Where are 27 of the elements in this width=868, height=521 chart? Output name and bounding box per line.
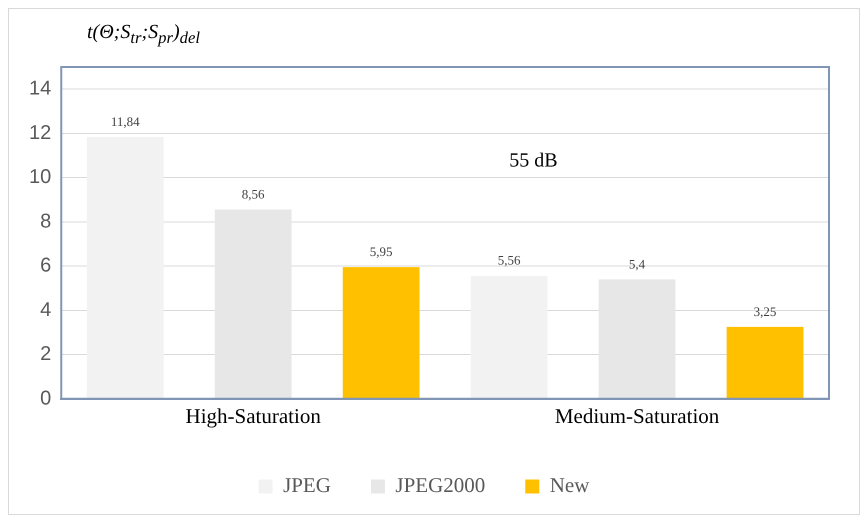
bar: [86, 136, 164, 398]
data-label: 3,25: [754, 304, 776, 319]
data-label: 8,56: [242, 186, 266, 202]
y-tick-label: 0: [40, 387, 52, 410]
x-tick-label: High-Saturation: [186, 404, 322, 428]
legend-label: JPEG2000: [395, 473, 486, 498]
bar: [726, 326, 804, 398]
y-tick-label: 4: [40, 298, 52, 321]
bar: [598, 279, 676, 398]
y-tick-label: 10: [28, 166, 52, 188]
y-tick-label: 8: [40, 210, 52, 232]
data-label: 5,95: [370, 244, 393, 260]
x-tick-label: Medium-Saturation: [554, 404, 720, 428]
bar: [214, 209, 292, 398]
bar: [342, 267, 420, 398]
data-label: 11,84: [110, 114, 140, 129]
y-tick-label: 6: [40, 254, 52, 277]
data-label: 5,4: [628, 256, 646, 272]
y-axis-title: t(Θ;S$_{tr}$;S$_{pr}$)$_{del}$: [87, 21, 200, 48]
y-tick-label: 14: [28, 78, 52, 100]
annotation: 55 dB: [509, 149, 558, 172]
y-tick-label: 12: [28, 122, 52, 144]
data-label: 5,56: [498, 252, 521, 268]
legend-label: New: [550, 473, 590, 498]
legend-label: JPEG: [283, 473, 331, 498]
y-tick-label: 2: [40, 343, 52, 366]
bar: [470, 276, 548, 398]
